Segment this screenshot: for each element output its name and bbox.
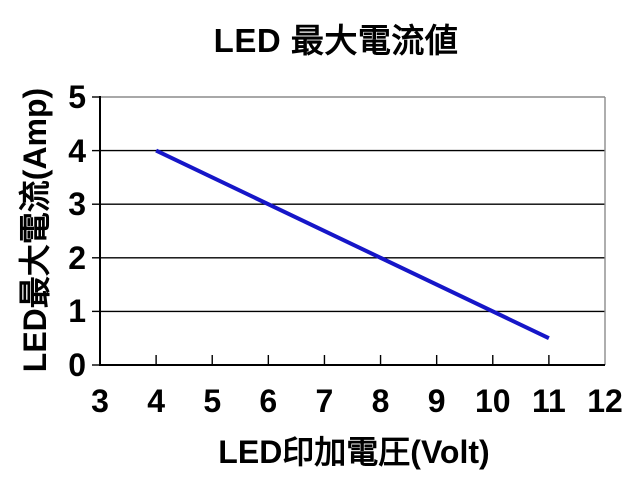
x-tick-label: 11	[531, 383, 566, 419]
x-tick-label: 9	[427, 383, 446, 419]
y-tick-label: 1	[68, 293, 86, 330]
y-tick-label: 2	[68, 239, 86, 276]
chart-title: LED 最大電流値	[213, 22, 459, 59]
y-tick-label: 0	[68, 347, 86, 383]
x-axis-title: LED印加電圧(Volt)	[218, 434, 490, 470]
x-tick-label: 3	[91, 383, 109, 419]
x-tick-label: 12	[587, 383, 623, 419]
y-tick-label: 4	[68, 132, 86, 169]
y-tick-label: 5	[68, 79, 86, 115]
x-tick-label: 6	[259, 383, 278, 419]
x-tick-label: 7	[315, 383, 334, 419]
x-tick-label: 4	[147, 383, 166, 419]
data-series-line	[155, 148, 550, 341]
y-tick-label: 3	[68, 186, 86, 223]
x-tick-label: 8	[371, 383, 390, 419]
x-tick-label: 5	[203, 383, 222, 419]
x-tick-label: 10	[474, 383, 511, 419]
